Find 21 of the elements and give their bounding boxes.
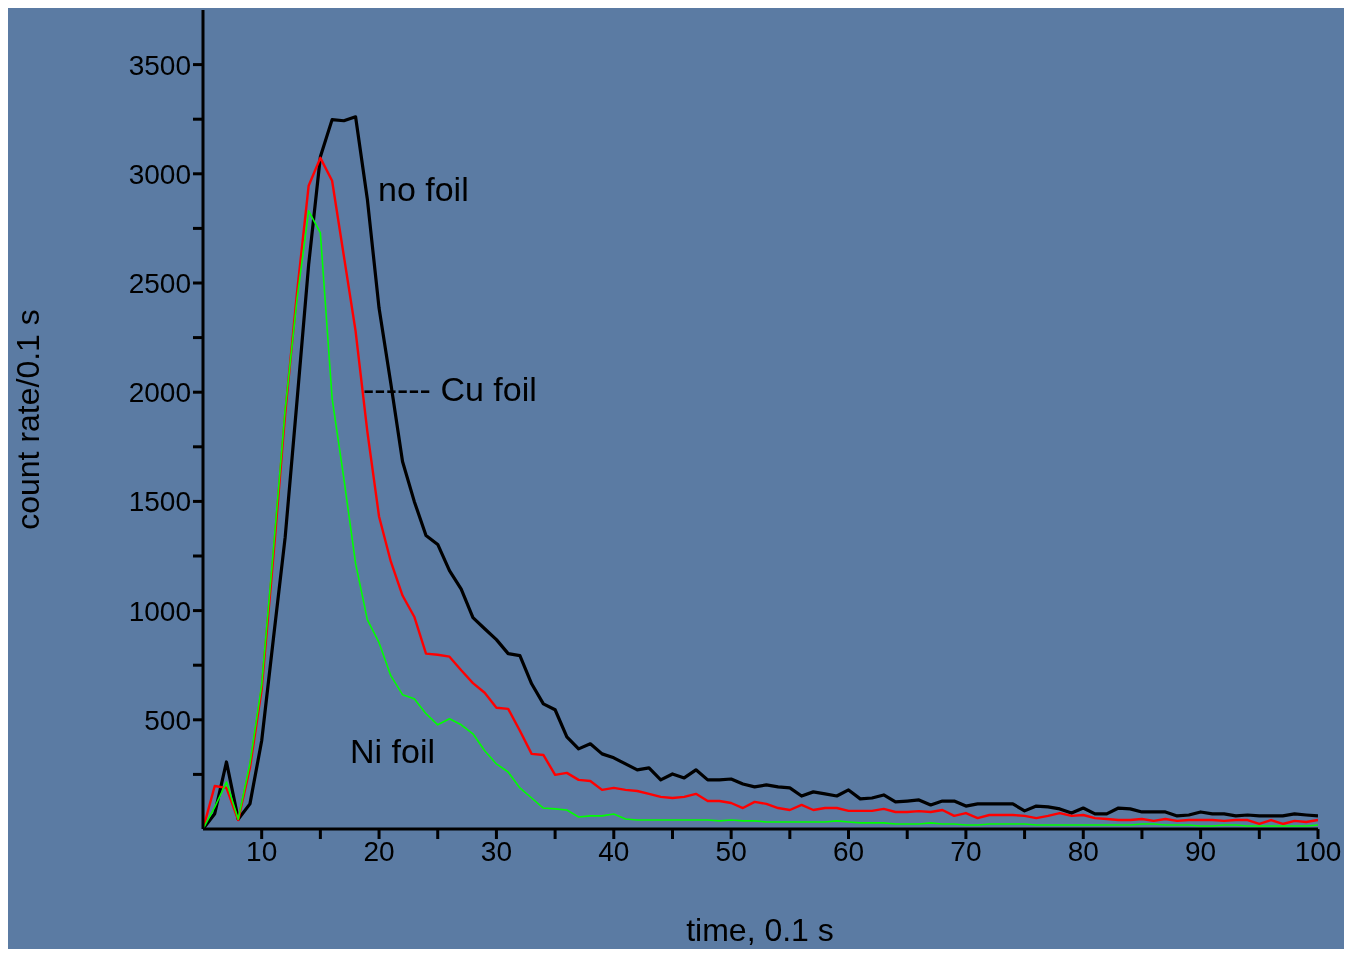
x-tick-label: 20 [363,835,395,867]
y-tick-label: 1000 [128,595,191,627]
y-tick-label: 2000 [128,377,191,409]
x-tick-label: 40 [598,835,630,867]
x-tick-label: 50 [715,835,747,867]
x-tick-label: 60 [832,835,865,867]
x-tick-label: 70 [950,835,982,867]
annotation: Ni foil [350,731,436,771]
x-tick-label: 100 [1294,835,1342,867]
y-tick-label: 500 [144,704,191,736]
x-tick-label: 90 [1185,835,1217,867]
x-tick-label: 80 [1067,835,1099,867]
y-tick-label: 2500 [128,267,191,299]
x-tick-label: 30 [480,835,512,867]
x-tick-label: 10 [246,835,278,867]
y-tick-label: 1500 [128,486,191,518]
y-tick-label: 3000 [128,158,191,190]
y-axis-title: count rate/0.1 s [10,309,47,530]
annotation: no foil [378,169,469,209]
y-tick-label: 3500 [128,49,191,81]
x-axis-title: time, 0.1 s [685,911,835,950]
